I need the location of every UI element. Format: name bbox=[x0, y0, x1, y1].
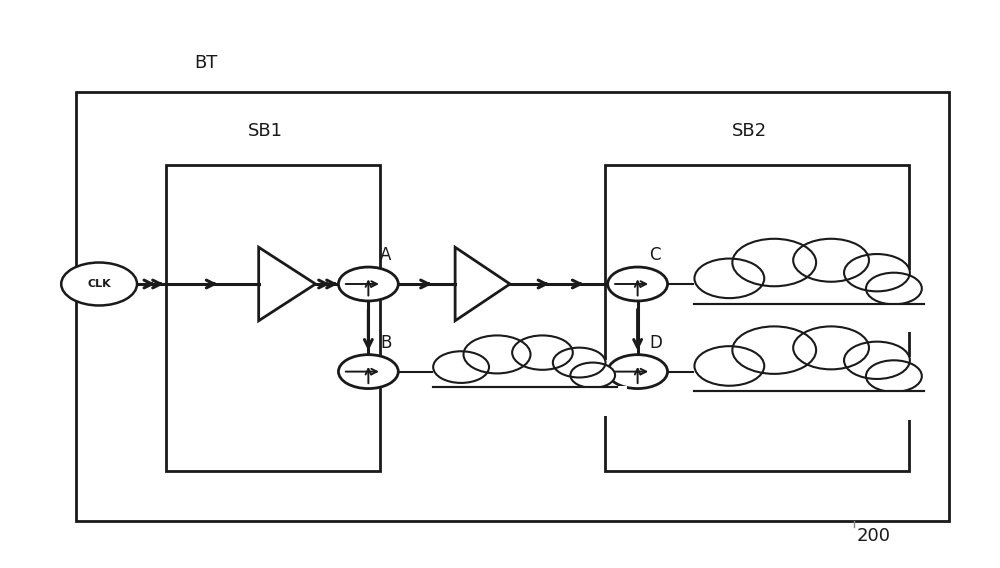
Text: C: C bbox=[650, 246, 661, 264]
Circle shape bbox=[844, 342, 910, 379]
Text: SB1: SB1 bbox=[248, 122, 283, 140]
Circle shape bbox=[338, 267, 398, 301]
Circle shape bbox=[608, 354, 668, 389]
Bar bbox=[76, 92, 949, 521]
Circle shape bbox=[608, 267, 668, 301]
Circle shape bbox=[464, 336, 531, 373]
Circle shape bbox=[694, 346, 764, 386]
Text: D: D bbox=[650, 334, 662, 352]
Circle shape bbox=[866, 273, 922, 304]
Circle shape bbox=[793, 239, 869, 282]
Bar bbox=[684, 390, 934, 420]
Text: SB2: SB2 bbox=[732, 122, 767, 140]
Text: B: B bbox=[380, 334, 392, 352]
Text: 200: 200 bbox=[857, 527, 891, 545]
Circle shape bbox=[694, 258, 764, 298]
Text: CLK: CLK bbox=[87, 279, 111, 289]
Bar bbox=[166, 165, 380, 470]
Text: BT: BT bbox=[194, 54, 218, 72]
Circle shape bbox=[553, 348, 606, 378]
Bar bbox=[423, 386, 627, 416]
Text: A: A bbox=[380, 246, 392, 264]
Bar bbox=[694, 270, 924, 304]
Circle shape bbox=[512, 336, 573, 370]
Bar bbox=[684, 303, 934, 332]
Circle shape bbox=[793, 327, 869, 369]
Circle shape bbox=[570, 362, 615, 388]
Bar bbox=[694, 357, 924, 391]
Circle shape bbox=[732, 239, 816, 286]
Circle shape bbox=[61, 262, 137, 306]
Circle shape bbox=[844, 254, 910, 291]
Circle shape bbox=[338, 354, 398, 389]
Bar bbox=[605, 165, 909, 470]
Bar bbox=[433, 360, 617, 387]
Circle shape bbox=[732, 327, 816, 374]
Circle shape bbox=[866, 360, 922, 392]
Circle shape bbox=[433, 351, 489, 383]
